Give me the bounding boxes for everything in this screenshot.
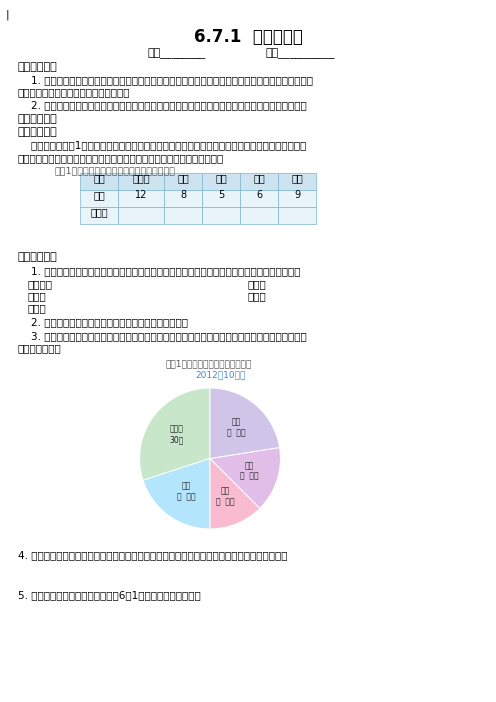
Bar (164, 173, 202, 190)
Text: 8: 8 (180, 190, 186, 201)
Text: 5: 5 (218, 190, 224, 201)
Text: 6: 6 (256, 190, 262, 201)
Text: 踢毽：: 踢毽： (248, 291, 267, 301)
Text: 2. 在具体情景中，通过收集数据，整理数据，分析数据，作出决策，发展学生的数感和统计观念。: 2. 在具体情景中，通过收集数据，整理数据，分析数据，作出决策，发展学生的数感和… (18, 100, 307, 110)
Text: 跳绳：: 跳绳： (28, 291, 47, 301)
Text: 确的信息，并能作出合理的解释和推断。: 确的信息，并能作出合理的解释和推断。 (18, 87, 130, 97)
Wedge shape (139, 388, 210, 480)
Text: 【学习过程】: 【学习过程】 (18, 114, 58, 124)
Text: 乒乓球：: 乒乓球： (28, 279, 53, 289)
Text: 出示场景：六（1）班同学正在体育活动，他们做什么？你知道他们班最喜欢的运动是什么吗？怎样: 出示场景：六（1）班同学正在体育活动，他们做什么？你知道他们班最喜欢的运动是什么… (18, 140, 307, 150)
Text: 踢毽: 踢毽 (253, 173, 265, 183)
Bar (240, 190, 278, 207)
Text: 结果填到图中。: 结果填到图中。 (18, 343, 62, 353)
Bar (80, 173, 118, 190)
Text: 二、自主探究: 二、自主探究 (18, 252, 58, 262)
Text: 班级________: 班级________ (148, 48, 206, 59)
Text: 2012年10月份: 2012年10月份 (195, 370, 246, 379)
Bar (118, 173, 164, 190)
Wedge shape (210, 458, 260, 529)
Bar (278, 190, 316, 207)
Text: 6.7.1  扇形统计图: 6.7.1 扇形统计图 (193, 28, 303, 46)
Text: 跳绳
（  ）％: 跳绳 （ ）％ (216, 486, 235, 506)
Text: 六（1）班同学最喜欢运动项目的情况如下表：: 六（1）班同学最喜欢运动项目的情况如下表： (55, 166, 176, 175)
Bar (240, 207, 278, 224)
Wedge shape (143, 458, 210, 529)
Text: 跳绳: 跳绳 (215, 173, 227, 183)
Text: 2. 思考：从统计表中，还有哪些信息不容易表示出来？: 2. 思考：从统计表中，还有哪些信息不容易表示出来？ (18, 317, 188, 327)
Text: 其他：: 其他： (28, 303, 47, 313)
Text: |: | (6, 10, 9, 20)
Text: 人数: 人数 (93, 190, 105, 201)
Wedge shape (210, 447, 280, 508)
Bar (118, 190, 164, 207)
Bar (278, 207, 316, 224)
Text: 百分比: 百分比 (90, 208, 108, 218)
Text: 3. 如果要更清楚地了解各部分数量同总数之间的关系，可以用扇形统计图表示。组织学生把计算的: 3. 如果要更清楚地了解各部分数量同总数之间的关系，可以用扇形统计图表示。组织学… (18, 331, 307, 341)
Text: 项目: 项目 (93, 173, 105, 183)
Text: 足球
（  ）％: 足球 （ ）％ (177, 482, 195, 501)
Bar (164, 190, 202, 207)
Text: 乒乓球: 乒乓球 (132, 173, 150, 183)
Text: 5. 根据统计图上表示的情况，你对6（1）班同学有哪些建议？: 5. 根据统计图上表示的情况，你对6（1）班同学有哪些建议？ (18, 590, 201, 600)
Text: 1. 通过实际问题认识扇形统计图的含义和特点，会用扇形统计图表示数据，能从扇形统计图中获取正: 1. 通过实际问题认识扇形统计图的含义和特点，会用扇形统计图表示数据，能从扇形统… (18, 75, 313, 85)
Text: 乒乓球
30％: 乒乓球 30％ (170, 425, 184, 444)
Text: 12: 12 (135, 190, 147, 201)
Bar (164, 207, 202, 224)
Text: 足球：: 足球： (248, 279, 267, 289)
Text: 姓名__________: 姓名__________ (265, 48, 334, 59)
Text: 才能知道呢？仔细观察这个表，从这个表中你能知道哪些信息呢？说一说。: 才能知道呢？仔细观察这个表，从这个表中你能知道哪些信息呢？说一说。 (18, 153, 224, 163)
Bar (278, 173, 316, 190)
Text: 9: 9 (294, 190, 300, 201)
Text: 其他
（  ）％: 其他 （ ）％ (227, 418, 246, 437)
Bar (80, 190, 118, 207)
Text: 4. 想一想，你们能说说从扇形统计图中可以了解到什么信息，它与象形统计图相比有什么不同？: 4. 想一想，你们能说说从扇形统计图中可以了解到什么信息，它与象形统计图相比有什… (18, 550, 288, 560)
Text: 六（1）班最喜欢的运动项目统计图: 六（1）班最喜欢的运动项目统计图 (165, 359, 251, 368)
Bar (202, 207, 240, 224)
Text: 足球: 足球 (177, 173, 189, 183)
Bar (202, 190, 240, 207)
Bar (240, 173, 278, 190)
Text: 1. 根据统计表计算出最喜欢的各种体育项目的人数占全班总人数的百分比（可用计算器计算）。: 1. 根据统计表计算出最喜欢的各种体育项目的人数占全班总人数的百分比（可用计算器… (18, 266, 301, 276)
Bar (202, 173, 240, 190)
Text: 【学习目标】: 【学习目标】 (18, 62, 58, 72)
Bar (118, 207, 164, 224)
Bar (80, 207, 118, 224)
Text: 踢毽
（  ）％: 踢毽 （ ）％ (240, 461, 258, 481)
Text: 其他: 其他 (291, 173, 303, 183)
Text: 一、问题导入: 一、问题导入 (18, 127, 58, 137)
Wedge shape (210, 388, 280, 458)
